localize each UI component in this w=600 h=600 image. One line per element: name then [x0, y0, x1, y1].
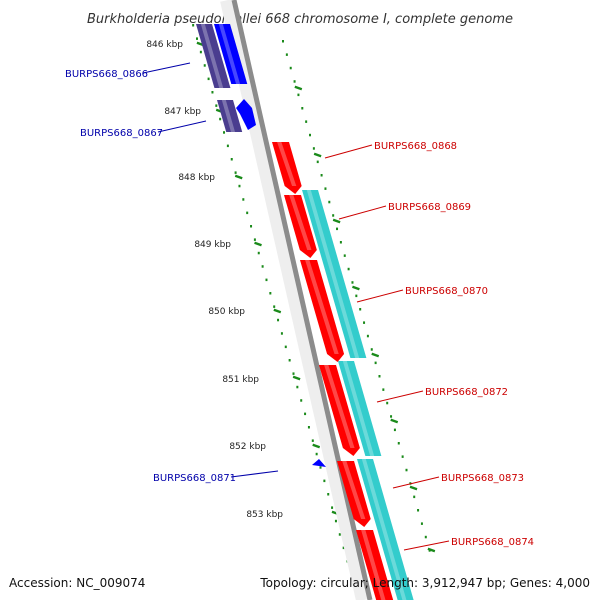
major-tick: [313, 152, 322, 158]
gene-label[interactable]: BURPS668_0868: [374, 141, 457, 152]
map-title: Burkholderia pseudomallei 668 chromosome…: [87, 12, 513, 27]
scale-label: 853 kbp: [246, 510, 283, 520]
gene-feature-0872: [319, 365, 360, 456]
gene-label[interactable]: BURPS668_0873: [441, 473, 524, 484]
accession-text: Accession: NC_009074: [9, 576, 146, 590]
gene-label-leader: [230, 470, 279, 478]
feature-highlight: [324, 365, 355, 448]
reverse-cds-ring-segment: [196, 24, 231, 88]
gene-feature-0870: [300, 260, 345, 362]
gene-feature-0867: [236, 99, 256, 130]
major-tick: [427, 547, 436, 553]
gene-label-leader: [157, 120, 207, 133]
major-tick: [332, 218, 341, 224]
gene-feature-0868: [272, 142, 302, 194]
gene-feature-0869: [284, 195, 317, 258]
gene-label-leader: [324, 144, 373, 159]
major-tick: [312, 443, 321, 449]
scale-labels: 846 kbp 847 kbp 848 kbp 849 kbp 850 kbp 851 k…: [146, 40, 283, 520]
scale-label: 846 kbp: [146, 40, 183, 50]
feature-highlight: [218, 24, 241, 84]
scale-label: 848 kbp: [178, 173, 215, 183]
forward-cds-ring-segment: [302, 190, 367, 358]
gene-label[interactable]: BURPS668_0870: [405, 286, 488, 297]
scale-label: 849 kbp: [194, 240, 231, 250]
gene-label-leader: [338, 205, 387, 220]
inner-tick-track: [192, 24, 349, 563]
feature-highlight: [289, 195, 312, 250]
forward-cds-ring-segment: [357, 459, 414, 600]
major-tick: [409, 485, 418, 491]
feature-highlight: [306, 190, 360, 358]
gene-label[interactable]: BURPS668_0867: [80, 128, 163, 139]
outer-major-ticks: [294, 85, 436, 553]
gene-labels: BURPS668_0866 BURPS668_0867 BURPS668_0868 B…: [65, 62, 534, 551]
gene-label[interactable]: BURPS668_0869: [388, 202, 471, 213]
scale-label: 850 kbp: [208, 307, 245, 317]
gene-features: [214, 24, 394, 600]
backbone-shadow: [220, 0, 372, 600]
forward-cds-ring-segment: [338, 361, 382, 456]
backbone: [220, 0, 373, 600]
gene-label-leader: [142, 62, 191, 74]
major-tick: [234, 174, 243, 180]
gene-label[interactable]: BURPS668_0872: [425, 387, 508, 398]
feature-highlight: [221, 100, 236, 132]
feature-highlight: [361, 530, 386, 600]
major-tick: [292, 375, 301, 381]
gene-label-leader: [356, 289, 404, 303]
gene-label[interactable]: BURPS668_0866: [65, 69, 148, 80]
gene-label-leader: [403, 540, 450, 551]
scale-label: 852 kbp: [229, 442, 266, 452]
gene-label-leader: [392, 476, 440, 489]
reverse-cds-ring-segment: [217, 100, 243, 132]
scale-label: 851 kbp: [222, 375, 259, 385]
feature-highlight: [342, 361, 375, 456]
feature-highlight: [361, 459, 407, 600]
major-tick: [254, 241, 262, 247]
feature-highlight: [200, 24, 224, 88]
cds-rings: [196, 24, 414, 600]
feature-highlight: [305, 260, 339, 354]
gene-feature-0866: [214, 24, 248, 84]
genome-stats-text: Topology: circular; Length: 3,912,947 bp…: [260, 576, 590, 590]
backbone-line: [231, 0, 373, 600]
gene-label[interactable]: BURPS668_0874: [451, 537, 534, 548]
major-tick: [352, 285, 360, 291]
gene-feature-0874: [356, 530, 394, 600]
gene-feature-0871: [312, 459, 326, 467]
major-tick: [273, 308, 282, 314]
major-tick: [371, 352, 380, 358]
gene-label-leader: [376, 390, 424, 403]
gene-feature-0873: [337, 461, 371, 527]
feature-highlight: [277, 142, 297, 186]
gene-label[interactable]: BURPS668_0871: [153, 473, 236, 484]
scale-label: 847 kbp: [164, 107, 201, 117]
major-tick: [390, 418, 399, 424]
major-tick: [294, 85, 303, 91]
feature-highlight: [342, 461, 366, 519]
